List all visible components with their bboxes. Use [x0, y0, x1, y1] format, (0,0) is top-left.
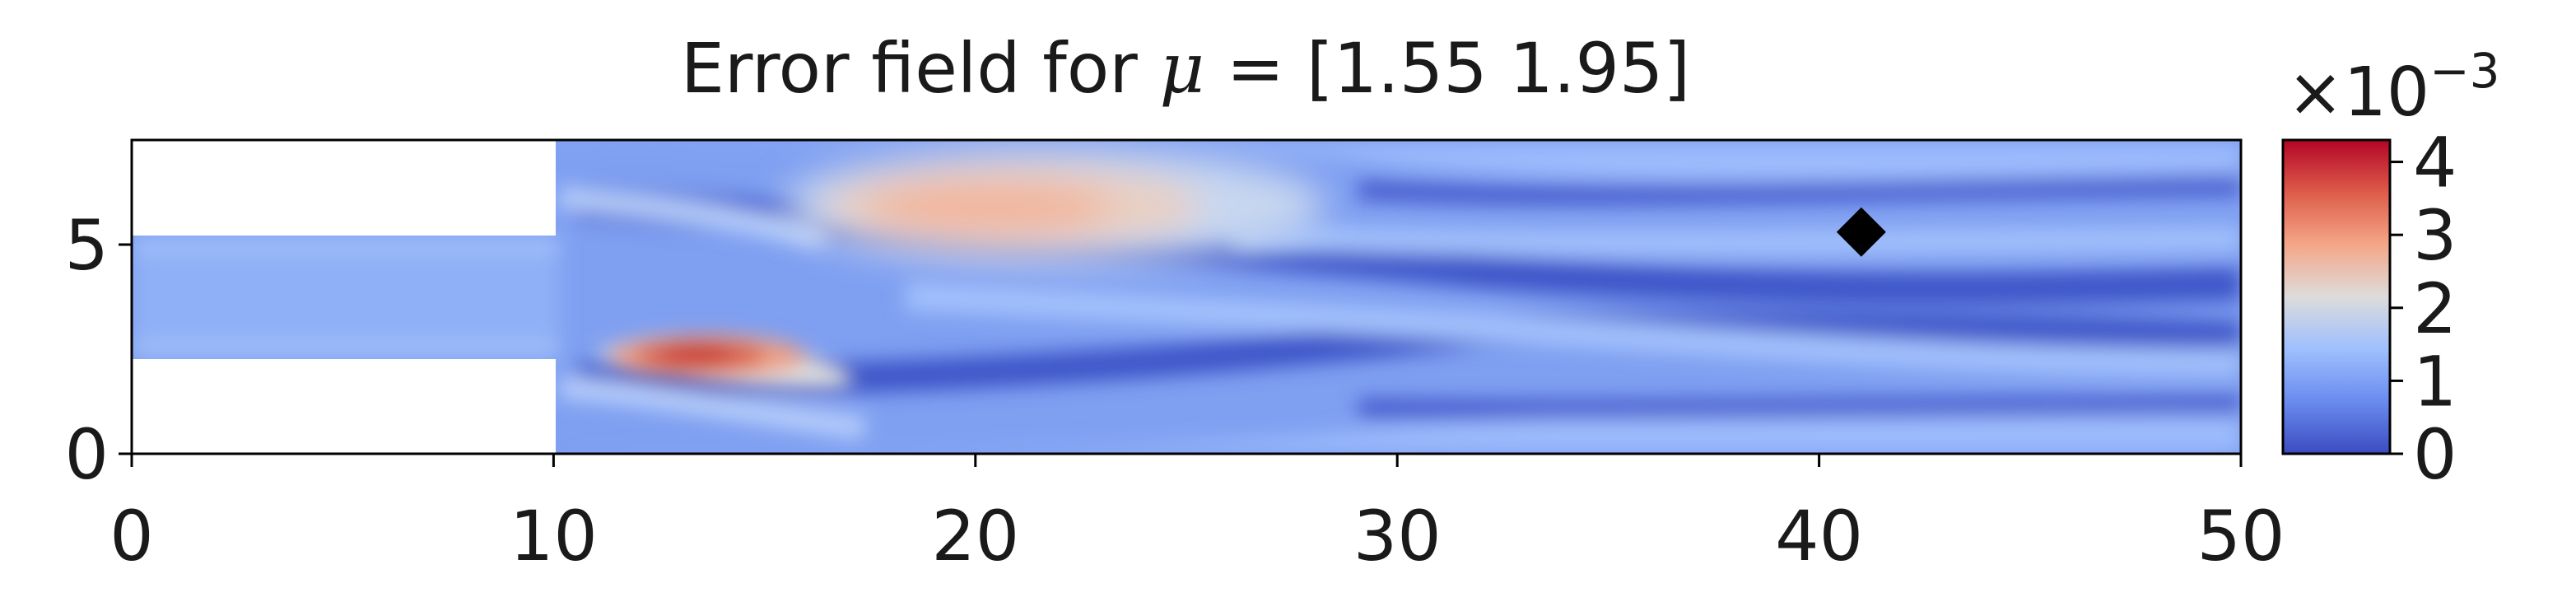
lower-hotspot	[593, 335, 854, 390]
upper-hotspot	[782, 148, 1325, 264]
colorbar-tick-label: 1	[2413, 341, 2457, 422]
x-tick-label: 0	[109, 496, 153, 576]
y-tick-label: 5	[65, 205, 109, 286]
x-tick-label: 50	[2197, 496, 2285, 576]
colorbar-tick-label: 4	[2413, 123, 2457, 203]
colorbar-tick-label: 2	[2413, 268, 2457, 349]
probe-marker	[1836, 207, 1886, 257]
x-axis: 0 10 20 30 40 50	[109, 454, 2285, 576]
chart-title: Error field for μ = [1.55 1.95]	[681, 28, 1690, 109]
heatmap-field	[132, 140, 2241, 454]
colorbar-tick-label: 3	[2413, 195, 2457, 276]
x-tick-label: 40	[1775, 496, 1863, 576]
y-tick-label: 0	[65, 414, 109, 495]
colorbar-tick-label: 0	[2413, 414, 2457, 495]
x-tick-label: 10	[510, 496, 598, 576]
title-suffix: = [1.55 1.95]	[1204, 28, 1690, 109]
y-axis: 05	[65, 205, 132, 495]
colorbar-multiplier: ×10−3	[2287, 43, 2500, 132]
colorbar-multiplier-base: ×10	[2287, 54, 2429, 132]
title-prefix: Error field for	[681, 28, 1160, 109]
colorbar-multiplier-exponent: −3	[2429, 43, 2500, 99]
colorbar-gradient	[2281, 138, 2392, 455]
title-symbol: μ	[1159, 28, 1204, 109]
x-tick-label: 30	[1353, 496, 1442, 576]
x-tick-label: 20	[931, 496, 1019, 576]
plot-frame	[130, 138, 2243, 455]
